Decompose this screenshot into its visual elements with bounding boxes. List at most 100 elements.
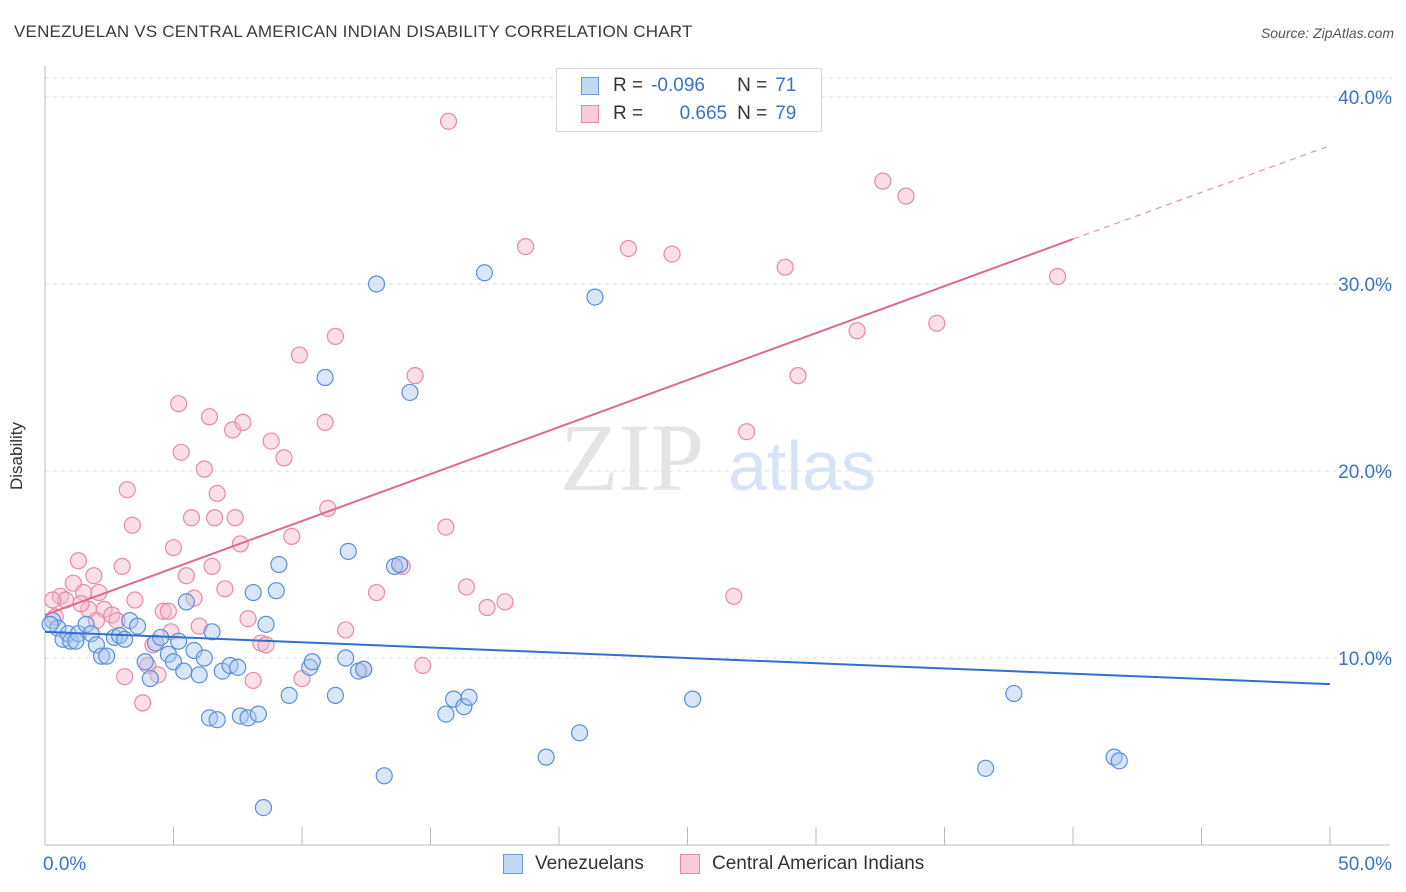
point-venezuelans [1005,684,1023,703]
point-central-american-indians [170,395,188,413]
legend-label-venezuelans: Venezuelans [535,853,644,874]
y-tick-label: 10.0% [1338,649,1392,670]
point-central-american-indians [457,578,476,596]
point-venezuelans [175,662,193,680]
point-central-american-indians [337,621,355,639]
point-venezuelans [195,649,213,667]
watermark-zip: ZIP [560,404,704,511]
point-venezuelans [244,583,262,602]
point-central-american-indians [738,423,756,441]
point-venezuelans [203,623,221,641]
point-central-american-indians [406,367,424,385]
n-value: 79 [775,103,797,124]
point-venezuelans [239,709,257,727]
point-central-american-indians [619,239,637,258]
point-venezuelans [128,617,147,635]
trend-line-central-american-indians-extension [1072,145,1331,240]
point-central-american-indians [87,611,106,630]
point-central-american-indians [275,449,293,467]
bottom-legend-central-american-indians: Central American Indians [680,851,924,877]
point-venezuelans [77,615,95,633]
point-central-american-indians [283,527,301,546]
point-venezuelans [537,748,555,766]
point-central-american-indians [164,539,183,557]
legend-swatch-blue [581,77,599,95]
point-central-american-indians [257,636,275,654]
stats-legend: R = -0.096 N = 71 R = 0.665 N = 79 [556,68,822,132]
point-venezuelans [92,647,111,665]
point-venezuelans [267,582,285,600]
watermark: ZIP atlas [560,404,876,511]
point-central-american-indians [789,367,807,385]
axes [44,66,1390,846]
point-venezuelans [177,593,195,611]
point-central-american-indians [116,668,134,686]
point-central-american-indians [118,481,136,499]
r-value: 0.665 [679,103,728,124]
point-venezuelans [570,724,589,742]
trend-line-central-american-indians [44,238,1074,616]
watermark-atlas: atlas [728,427,876,505]
point-central-american-indians [874,172,892,190]
n-label: N = [737,103,768,124]
point-venezuelans [1110,752,1128,770]
point-central-american-indians [516,238,535,256]
stats-legend-row-blue: R = -0.096 N = 71 [581,74,796,98]
point-central-american-indians [928,314,946,332]
point-venezuelans [41,615,59,633]
point-central-american-indians [172,443,190,461]
point-central-american-indians [177,567,195,585]
point-central-american-indians [208,484,226,503]
point-central-american-indians [316,413,334,431]
n-value: 71 [775,75,797,96]
r-value: -0.096 [651,75,705,96]
point-central-american-indians [154,602,172,620]
legend-swatch-central-american-indians [680,854,700,874]
point-central-american-indians [226,509,244,527]
stats-legend-row-pink: R = 0.665 N = 79 [581,102,796,126]
point-central-american-indians [159,602,177,620]
point-central-american-indians [414,656,432,675]
point-central-american-indians [725,587,743,605]
point-venezuelans [367,275,386,293]
point-venezuelans [375,767,393,785]
x-tick-label: 50.0% [1338,854,1392,875]
point-central-american-indians [108,611,126,630]
point-central-american-indians [437,518,455,536]
point-venezuelans [977,759,995,777]
point-central-american-indians [182,509,201,527]
point-venezuelans [87,636,106,654]
point-venezuelans [586,288,604,306]
y-axis-label: Disability [7,421,26,491]
chart-title: VENEZUELAN VS CENTRAL AMERICAN INDIAN DI… [14,22,693,41]
point-central-american-indians [216,580,234,598]
legend-swatch-venezuelans [503,854,523,874]
point-central-american-indians [69,552,88,570]
point-venezuelans [190,666,208,684]
point-venezuelans [455,698,473,716]
point-central-american-indians [244,671,262,690]
point-venezuelans [249,705,267,723]
trend-lines [44,145,1331,686]
x-tick-label: 0.0% [43,854,86,875]
r-label: R = [613,75,644,96]
point-central-american-indians [44,591,62,609]
series-venezuelans [41,264,1128,817]
point-central-american-indians [326,327,345,345]
point-central-american-indians [200,408,219,426]
series-central-american-indians [44,112,1067,712]
point-central-american-indians [290,346,309,364]
legend-swatch-pink [581,105,599,123]
point-venezuelans [229,658,247,676]
point-central-american-indians [85,567,103,585]
point-central-american-indians [206,509,224,527]
point-venezuelans [67,632,85,650]
point-venezuelans [460,688,478,706]
n-label: N = [737,75,768,96]
point-central-american-indians [478,598,496,617]
point-central-american-indians [113,557,131,575]
point-venezuelans [475,264,494,282]
point-venezuelans [208,711,226,729]
point-central-american-indians [848,322,866,340]
